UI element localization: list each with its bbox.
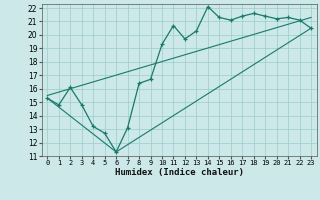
X-axis label: Humidex (Indice chaleur): Humidex (Indice chaleur) (115, 168, 244, 177)
